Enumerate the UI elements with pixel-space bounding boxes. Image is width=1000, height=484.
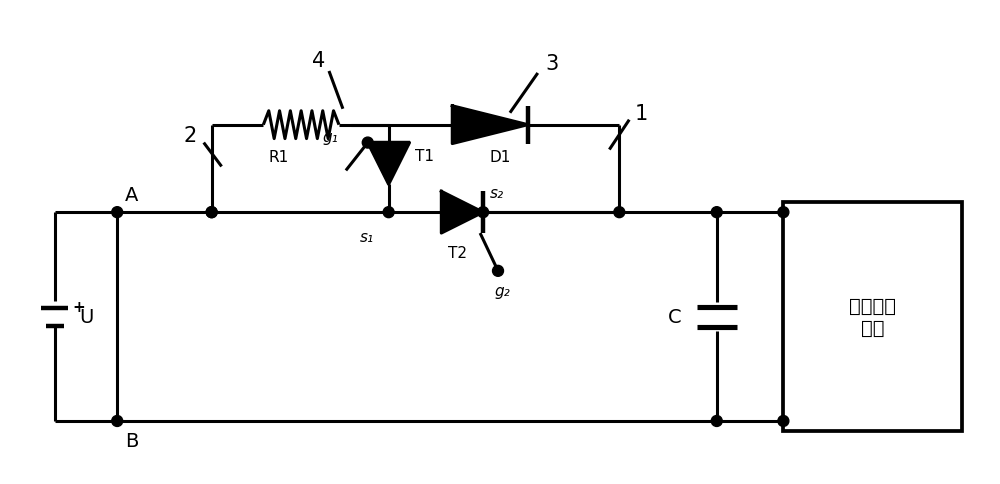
Circle shape <box>778 416 789 426</box>
Text: U: U <box>79 307 94 326</box>
Circle shape <box>362 138 373 149</box>
Circle shape <box>614 207 625 218</box>
Bar <box>783 203 962 431</box>
Text: 电力变换
装置: 电力变换 装置 <box>849 297 896 337</box>
Text: R1: R1 <box>268 149 289 164</box>
Circle shape <box>112 416 123 426</box>
Text: +: + <box>72 300 85 315</box>
Text: s₂: s₂ <box>490 186 504 201</box>
Text: g₂: g₂ <box>494 283 510 298</box>
Text: C: C <box>668 307 682 326</box>
Text: D1: D1 <box>489 149 511 164</box>
Text: 2: 2 <box>183 125 196 145</box>
Text: g₁: g₁ <box>322 130 338 145</box>
Circle shape <box>711 207 722 218</box>
Polygon shape <box>452 106 528 144</box>
Circle shape <box>112 207 123 218</box>
Text: T2: T2 <box>448 245 467 260</box>
Circle shape <box>711 416 722 426</box>
Text: s₁: s₁ <box>360 229 374 244</box>
Polygon shape <box>368 143 410 185</box>
Text: B: B <box>125 431 139 450</box>
Text: 1: 1 <box>635 104 648 123</box>
Circle shape <box>493 266 503 277</box>
Text: 3: 3 <box>545 54 558 74</box>
Text: T1: T1 <box>415 149 434 164</box>
Circle shape <box>778 207 789 218</box>
Text: A: A <box>125 186 139 205</box>
Circle shape <box>383 207 394 218</box>
Text: 4: 4 <box>312 51 326 71</box>
Circle shape <box>206 207 217 218</box>
Circle shape <box>478 207 489 218</box>
Circle shape <box>206 207 217 218</box>
Polygon shape <box>441 192 483 234</box>
